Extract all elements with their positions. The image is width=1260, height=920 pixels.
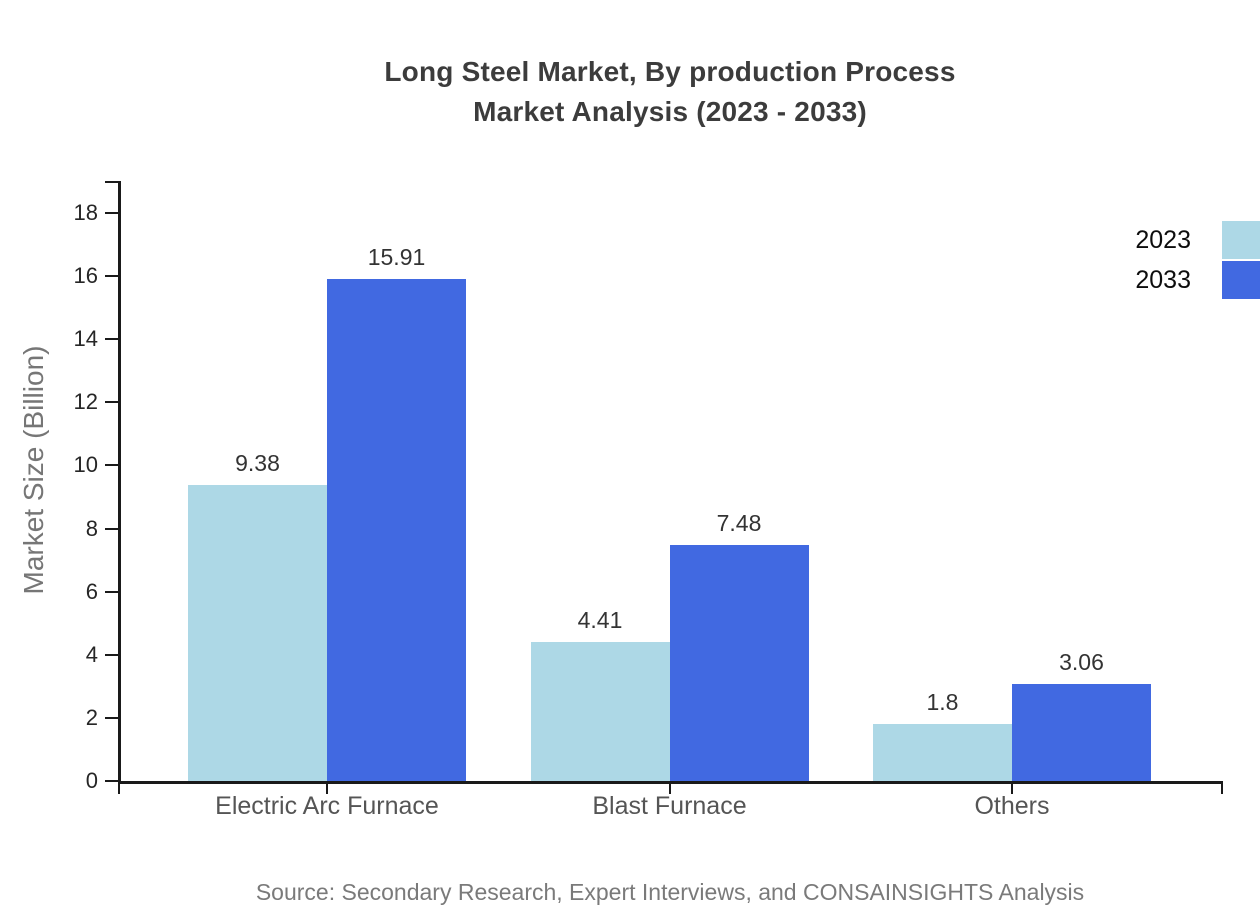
value-label-2033-others: 3.06	[1059, 649, 1104, 676]
y-tick-label-10: 10	[73, 452, 98, 478]
legend-entry-2033: 2033	[1075, 260, 1260, 300]
bar-2033-electric-arc-furnace	[327, 278, 466, 781]
y-tick-0	[105, 780, 118, 782]
x-tick-others	[1011, 781, 1013, 794]
y-tick-label-0: 0	[85, 768, 98, 793]
y-tick-label-6: 6	[85, 578, 98, 604]
y-tick-2	[105, 716, 118, 719]
value-label-2033-electric-arc-furnace: 15.91	[367, 243, 426, 270]
x-axis-end-tick	[1221, 781, 1223, 794]
source-note: Source: Secondary Research, Expert Inter…	[255, 879, 1085, 905]
x-tick-electric-arc-furnace	[326, 781, 328, 794]
y-tick-6	[105, 590, 118, 593]
y-axis-line	[118, 181, 121, 784]
y-axis-top-cap	[105, 181, 118, 183]
value-label-2023-others: 1.8	[926, 689, 959, 716]
bar-2023-others	[873, 724, 1012, 781]
y-tick-8	[105, 527, 118, 530]
bar-2023-blast-furnace	[530, 641, 670, 781]
y-tick-label-14: 14	[73, 326, 98, 352]
legend: 2023 2033	[1075, 220, 1260, 300]
category-label-electric-arc-furnace: Electric Arc Furnace	[215, 792, 439, 820]
y-tick-label-2: 2	[85, 704, 98, 730]
legend-label-2033: 2033	[1135, 265, 1191, 294]
category-label-others: Others	[974, 792, 1050, 820]
x-tick-blast-furnace	[668, 781, 671, 794]
value-label-2023-electric-arc-furnace: 9.38	[235, 450, 280, 476]
y-tick-label-16: 16	[73, 263, 98, 289]
y-tick-12	[105, 401, 118, 404]
x-axis-origin-tick	[118, 781, 120, 794]
legend-label-2023: 2023	[1135, 225, 1191, 254]
chart-title-line2: Market Analysis (2023 - 2033)	[473, 96, 867, 127]
y-tick-18	[105, 212, 118, 214]
chart-title: Long Steel Market, By production Process…	[118, 52, 1222, 132]
category-label-blast-furnace: Blast Furnace	[592, 792, 747, 820]
y-tick-label-18: 18	[73, 200, 98, 225]
bar-2033-others	[1012, 684, 1151, 781]
legend-swatch-2033	[1222, 261, 1260, 299]
y-tick-4	[105, 653, 118, 656]
chart-title-line1: Long Steel Market, By production Process	[384, 56, 956, 87]
y-tick-14	[105, 338, 118, 341]
y-tick-label-8: 8	[85, 515, 98, 541]
bar-2023-electric-arc-furnace	[188, 485, 327, 781]
bar-2033-blast-furnace	[669, 544, 809, 781]
y-tick-10	[105, 464, 118, 467]
legend-entry-2023: 2023	[1075, 220, 1260, 260]
value-label-2023-blast-furnace: 4.41	[577, 606, 623, 633]
y-tick-label-12: 12	[73, 389, 98, 415]
y-tick-16	[105, 275, 118, 278]
y-tick-label-4: 4	[85, 641, 98, 667]
legend-swatch-2023	[1222, 221, 1260, 259]
value-label-2033-blast-furnace: 7.48	[716, 509, 762, 536]
